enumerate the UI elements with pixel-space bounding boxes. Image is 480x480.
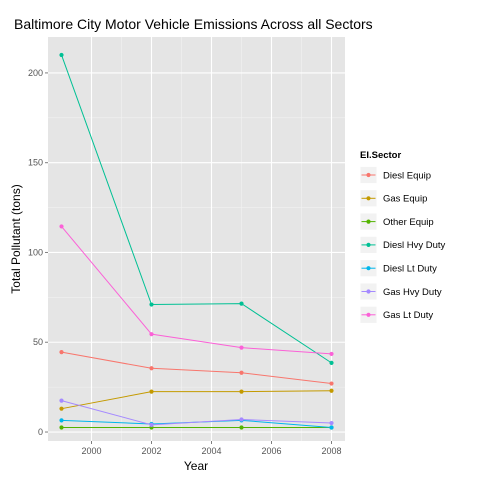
series-line-diesl-hvy-duty (61, 54, 332, 364)
data-point-gas-equip (59, 406, 64, 411)
data-point-gas-hvy-duty (239, 417, 244, 422)
x-tick-label: 2002 (141, 446, 161, 456)
x-tick-label: 2008 (321, 446, 341, 456)
data-point-other-equip (239, 425, 244, 430)
legend-label: Gas Equip (383, 194, 427, 205)
grid-lines (48, 37, 345, 441)
legend-item-gas-equip: Gas Equip (359, 189, 427, 208)
series-diesl-hvy-duty (59, 52, 334, 365)
legend-key-point (366, 172, 371, 178)
y-tick-label: 50 (33, 337, 43, 347)
legend-key-point (366, 219, 371, 224)
data-point-gas-hvy-duty (329, 420, 334, 426)
x-tick-label: 2006 (261, 446, 281, 456)
legend-label: Gas Hvy Duty (383, 287, 442, 298)
legend-item-diesl-hvy-duty: Diesl Hvy Duty (359, 235, 446, 254)
data-point-diesl-hvy-duty (149, 302, 154, 307)
legend-label: Diesl Equip (383, 170, 431, 181)
data-point-gas-equip (239, 389, 244, 394)
data-point-gas-hvy-duty (59, 398, 64, 403)
data-point-other-equip (59, 425, 64, 430)
data-point-gas-lt-duty (149, 332, 154, 337)
series-line-gas-hvy-duty (61, 400, 332, 426)
data-point-gas-equip (149, 389, 154, 394)
chart-title: Baltimore City Motor Vehicle Emissions A… (14, 16, 373, 32)
data-point-gas-equip (329, 388, 334, 393)
legend-key-point (366, 196, 371, 201)
y-axis-title: Total Pollutant (tons) (9, 184, 23, 293)
series-line-gas-equip (61, 390, 332, 410)
data-point-diesl-hvy-duty (59, 52, 64, 58)
data-point-diesl-lt-duty (59, 418, 64, 423)
axis-ticks: 2000 2002 2004 2006 2008 0 50 100 150 200 (28, 68, 342, 456)
data-point-diesl-equip (239, 370, 244, 375)
legend-label: Diesl Lt Duty (383, 264, 437, 275)
data-point-diesl-equip (329, 381, 334, 386)
data-point-gas-lt-duty (59, 224, 64, 229)
legend-item-gas-lt-duty: Gas Lt Duty (359, 305, 433, 324)
data-point-gas-hvy-duty (149, 422, 154, 427)
legend-title: EI.Sector (360, 150, 401, 161)
legend-item-other-equip: Other Equip (359, 212, 434, 231)
data-point-gas-lt-duty (329, 351, 334, 357)
y-tick-label: 100 (28, 247, 43, 257)
series-line-gas-lt-duty (61, 226, 332, 355)
x-tick-label: 2000 (81, 446, 101, 456)
legend-key-point (366, 289, 371, 294)
legend: EI.Sector Diesl Equip Gas Equip Other Equi… (359, 150, 446, 324)
legend-label: Gas Lt Duty (383, 310, 433, 321)
series-gas-hvy-duty (59, 398, 334, 427)
x-tick-label: 2004 (201, 446, 221, 456)
series-line-diesl-equip (61, 351, 332, 385)
series-gas-lt-duty (59, 224, 334, 357)
series-layer (59, 52, 334, 430)
legend-item-diesl-equip: Diesl Equip (359, 166, 431, 184)
legend-label: Other Equip (383, 217, 434, 228)
legend-key-point (366, 266, 371, 271)
y-tick-label: 200 (28, 68, 43, 78)
series-diesl-equip (59, 350, 334, 386)
data-point-diesl-equip (59, 350, 64, 355)
series-gas-equip (59, 388, 334, 411)
legend-key-point (366, 312, 371, 317)
data-point-diesl-hvy-duty (239, 301, 244, 306)
legend-item-gas-hvy-duty: Gas Hvy Duty (359, 282, 442, 301)
y-tick-label: 0 (38, 427, 43, 437)
data-point-gas-lt-duty (239, 345, 244, 350)
y-tick-label: 150 (28, 158, 43, 168)
legend-label: Diesl Hvy Duty (383, 240, 446, 251)
legend-key-point (366, 242, 371, 247)
data-point-diesl-equip (149, 366, 154, 371)
data-point-diesl-hvy-duty (329, 360, 334, 365)
x-axis-title: Year (184, 459, 208, 473)
plot-panel (48, 37, 345, 441)
data-point-diesl-lt-duty (329, 425, 334, 430)
legend-item-diesl-lt-duty: Diesl Lt Duty (359, 259, 437, 278)
